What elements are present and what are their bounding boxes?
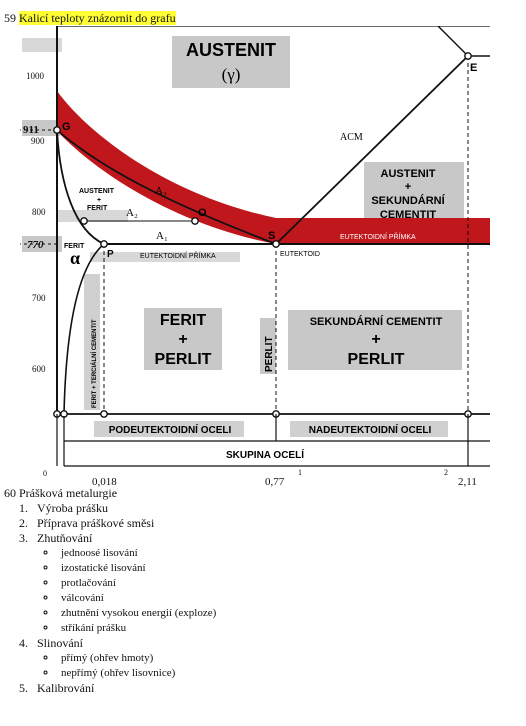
list-item: Kalibrování bbox=[31, 681, 216, 696]
point-g-marker bbox=[53, 126, 61, 134]
x-tick-0: 0 bbox=[43, 469, 47, 478]
sub-list-item: izostatické lisování bbox=[57, 561, 216, 576]
label-aust-cem-1: AUSTENIT bbox=[381, 168, 436, 180]
gray-patch-aust-cem bbox=[364, 162, 464, 228]
label-aust-ferit-3: FERIT bbox=[87, 205, 108, 212]
sub-list-zhutnovani: jednoosé lisování izostatické lisování p… bbox=[37, 546, 216, 636]
label-point-o: O bbox=[198, 207, 207, 219]
point-e-marker bbox=[464, 52, 472, 60]
x-tick-0018: 0,018 bbox=[92, 476, 117, 488]
gray-patch-podeut bbox=[94, 421, 244, 437]
gray-patch-cem-perlit bbox=[288, 310, 462, 370]
gray-patch-ferit-terc bbox=[84, 274, 100, 410]
label-a1: A₁ bbox=[156, 230, 168, 242]
label-perlit-vertical: PERLIT bbox=[264, 336, 275, 372]
label-cem-perlit-1: SEKUNDÁRNÍ CEMENTIT bbox=[310, 315, 443, 328]
label-cem-perlit-3: PERLIT bbox=[348, 351, 405, 368]
section-60: 60 Prášková metalurgie Výroba prášku Pří… bbox=[4, 486, 216, 696]
label-point-p: P bbox=[107, 249, 114, 260]
label-eut-left: EUTEKTOIDNÍ PŘÍMKA bbox=[140, 251, 216, 260]
y-tick-900: 900 bbox=[31, 136, 45, 146]
gray-patch-nadeut bbox=[290, 421, 448, 437]
list-item: Příprava práškové směsi bbox=[31, 516, 216, 531]
label-point-e: E bbox=[470, 62, 477, 74]
line-gp bbox=[56, 129, 105, 245]
y-tick-800: 800 bbox=[32, 207, 46, 217]
x-tick-1: 1 bbox=[298, 468, 302, 477]
label-eutektoid: EUTEKTOID bbox=[280, 251, 320, 258]
label-eut-right: EUTEKTOIDNÍ PŘÍMKA bbox=[340, 232, 416, 241]
y-tick-1000: 1000 bbox=[26, 71, 45, 81]
label-ferit-perlit-1: FERIT bbox=[160, 312, 206, 329]
sub-list-item: protlačování bbox=[57, 576, 216, 591]
label-aust-cem-4: CEMENTIT bbox=[380, 209, 437, 221]
sub-list-item: přímý (ohřev hmoty) bbox=[57, 651, 216, 666]
hardening-temperature-band bbox=[57, 91, 490, 244]
sub-list-item: stříkání prášku bbox=[57, 621, 216, 636]
point-a2-marker bbox=[80, 217, 88, 225]
x-tick-211: 2,11 bbox=[458, 476, 477, 488]
label-gamma: (γ) bbox=[222, 65, 241, 84]
point-p-bottom-marker bbox=[100, 410, 108, 418]
line-pq bbox=[63, 243, 105, 415]
list-item: Slinování přímý (ohřev hmoty) nepřímý (o… bbox=[31, 636, 216, 681]
section-60-number: 60 bbox=[4, 486, 16, 500]
label-point-g: G bbox=[62, 121, 71, 133]
label-point-s: S bbox=[268, 230, 275, 242]
point-s-marker bbox=[272, 240, 280, 248]
label-acm: ACM bbox=[340, 132, 363, 143]
list-item: Zhutňování jednoosé lisování izostatické… bbox=[31, 531, 216, 636]
line-e-top bbox=[437, 26, 469, 57]
y-tick-911: 911 bbox=[23, 124, 39, 136]
label-alpha: α bbox=[70, 248, 80, 268]
gray-patch-eut-label bbox=[90, 252, 240, 262]
label-podeutektoidni: PODEUTEKTOIDNÍ OCELI bbox=[109, 423, 232, 436]
iron-carbon-diagram: 1000 911 900 800 770 700 600 0 0,018 0,7… bbox=[20, 26, 490, 488]
section-59-title: Kalicí teploty znázornit do grafu bbox=[19, 11, 176, 25]
list-item: Výroba prášku bbox=[31, 501, 216, 516]
gray-patch-austenit bbox=[172, 36, 290, 88]
label-austenit: AUSTENIT bbox=[186, 40, 276, 60]
point-o-marker bbox=[191, 217, 199, 225]
label-aust-cem-2: + bbox=[405, 181, 411, 193]
sub-list-item: nepřímý (ohřev lisovnice) bbox=[57, 666, 216, 681]
x-tick-2: 2 bbox=[444, 468, 448, 477]
y-tick-600: 600 bbox=[32, 364, 46, 374]
x-tick-077: 0,77 bbox=[265, 476, 285, 488]
line-acm bbox=[275, 55, 469, 245]
y-tick-770: 770 bbox=[27, 239, 44, 251]
line-a3 bbox=[56, 129, 277, 245]
metallurgy-steps-list: Výroba prášku Příprava práškové směsi Zh… bbox=[4, 501, 216, 696]
gray-patch-ferit-perlit bbox=[144, 308, 222, 370]
section-60-title: Prášková metalurgie bbox=[19, 486, 118, 500]
label-aust-cem-3: SEKUNDÁRNÍ bbox=[371, 194, 445, 207]
gray-patch-911 bbox=[22, 120, 60, 136]
section-59-heading: 59 Kalicí teploty znázornit do grafu bbox=[4, 11, 176, 25]
gray-patch-top bbox=[22, 38, 62, 52]
label-aust-ferit-2: + bbox=[97, 197, 101, 204]
sub-list-slinovani: přímý (ohřev hmoty) nepřímý (ohřev lisov… bbox=[37, 651, 216, 681]
gray-patch-perlit-vert bbox=[260, 318, 276, 374]
label-ferit-terc: FERIT + TERCIÁLNÍ CEMENTIT bbox=[90, 319, 98, 408]
label-ferit: FERIT bbox=[64, 243, 85, 250]
label-ferit-perlit-3: PERLIT bbox=[155, 351, 212, 368]
y-tick-700: 700 bbox=[32, 293, 46, 303]
label-a2: A₂ bbox=[126, 207, 138, 219]
label-ferit-perlit-2: + bbox=[178, 331, 187, 348]
section-60-heading: 60 Prášková metalurgie bbox=[4, 486, 216, 501]
section-59-number: 59 bbox=[4, 11, 16, 25]
label-a3: A₃ bbox=[155, 185, 167, 197]
sub-list-item: válcování bbox=[57, 591, 216, 606]
label-skupina: SKUPINA OCELÍ bbox=[226, 448, 304, 461]
sub-list-item: zhutnění vysokou energií (exploze) bbox=[57, 606, 216, 621]
sub-list-item: jednoosé lisování bbox=[57, 546, 216, 561]
label-aust-ferit-1: AUSTENIT bbox=[79, 188, 115, 195]
point-p-marker bbox=[100, 240, 108, 248]
label-cem-perlit-2: + bbox=[371, 331, 380, 348]
label-nadeutektoidni: NADEUTEKTOIDNÍ OCELI bbox=[309, 423, 432, 436]
